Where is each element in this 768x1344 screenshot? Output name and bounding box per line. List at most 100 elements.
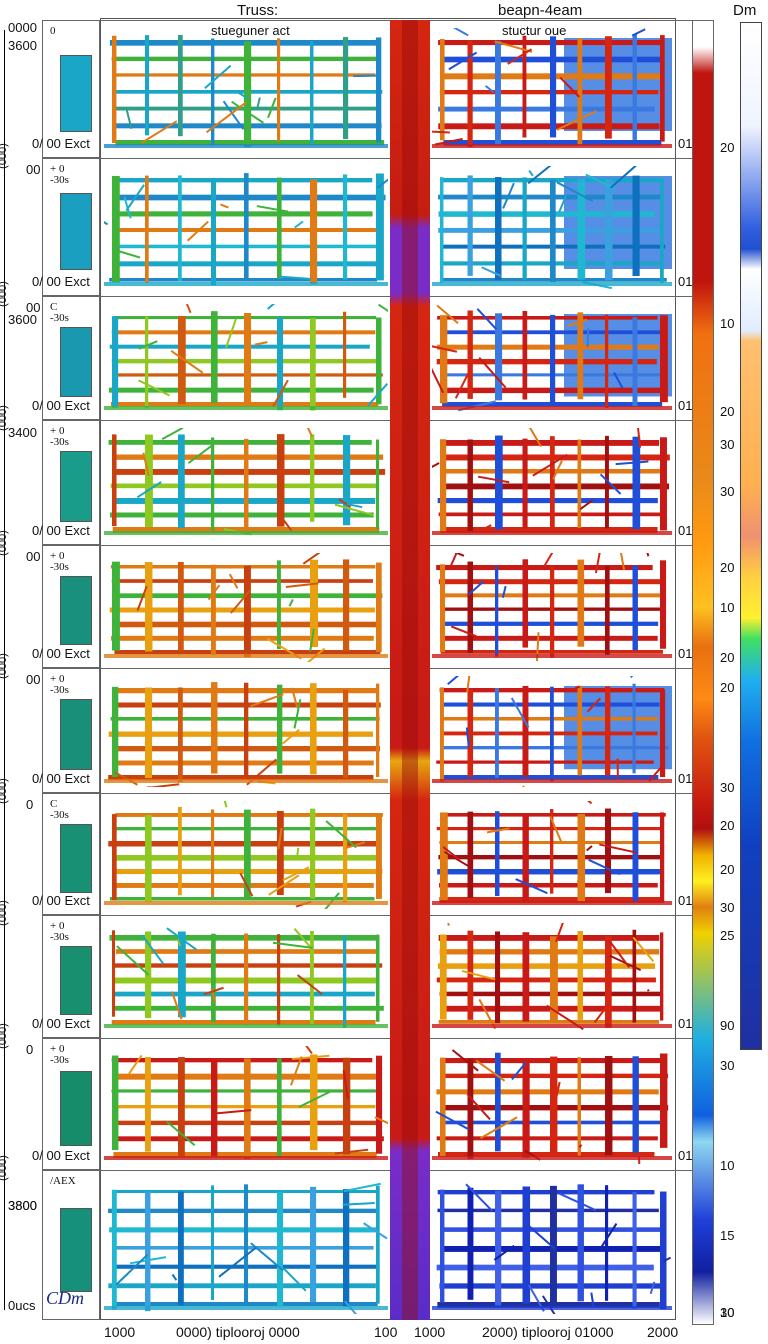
truss-column <box>440 687 444 782</box>
truss-brace <box>528 170 534 177</box>
row-ext-label: 0/ 00 Exct <box>32 893 90 908</box>
truss-brace <box>338 498 352 508</box>
row-divider <box>42 20 692 21</box>
truss-column <box>632 317 638 407</box>
truss-column <box>467 439 473 531</box>
truss-beam <box>111 579 373 583</box>
truss-column <box>145 175 149 283</box>
row-ext-label: 0/ 00 Exct <box>32 136 90 151</box>
truss-brace <box>218 1246 257 1278</box>
truss-brace <box>629 676 634 679</box>
truss-beam <box>437 963 656 969</box>
truss-beam <box>440 621 659 626</box>
truss-brace <box>527 166 552 185</box>
truss-brace <box>434 138 463 146</box>
truss-beam <box>108 841 377 847</box>
row-ext-label: 0/ 00 Exct <box>32 1016 90 1031</box>
truss-column <box>211 1059 218 1157</box>
truss-column <box>277 560 281 650</box>
row-ext-label: 0/ 00 Exct <box>32 398 90 413</box>
truss-column <box>343 1189 350 1307</box>
row-top-number: 00 <box>26 162 41 177</box>
colorbar-tick-label: 30 <box>720 780 735 795</box>
truss-column <box>178 315 186 405</box>
truss-column <box>376 173 384 281</box>
row-right-label: 01 <box>678 1016 693 1031</box>
truss-brace <box>476 308 498 330</box>
row-divider <box>42 668 692 669</box>
colorbar-tick-label: 90 <box>720 1018 735 1033</box>
truss-brace <box>187 443 215 464</box>
truss-column <box>178 434 185 529</box>
truss-beam <box>436 1136 658 1141</box>
truss-beam <box>109 607 375 613</box>
truss-column <box>660 35 665 142</box>
legend-title: Dm <box>733 2 757 19</box>
truss-brace <box>432 462 440 468</box>
left-panel-title: Truss: <box>237 2 279 19</box>
truss-column <box>467 310 473 399</box>
row-thumbnail <box>60 451 92 522</box>
truss-brace <box>447 923 450 926</box>
row-divider <box>42 420 692 421</box>
truss-column <box>376 683 380 778</box>
truss-column <box>440 1189 445 1303</box>
truss-brace <box>475 1059 506 1082</box>
truss-brace <box>353 74 380 78</box>
row-tag: C -30s <box>50 798 69 821</box>
truss-beam <box>113 883 374 888</box>
truss-brace <box>138 379 170 397</box>
truss-beam <box>109 278 378 282</box>
truss-column <box>211 564 216 655</box>
truss-brace <box>376 178 388 189</box>
truss-column <box>467 811 474 898</box>
truss-column <box>145 1191 151 1312</box>
truss-brace <box>272 941 313 949</box>
truss-brace <box>256 97 261 108</box>
truss-beam <box>438 935 660 941</box>
truss-column <box>145 1056 151 1152</box>
truss-column <box>522 438 528 529</box>
truss-column <box>112 930 116 1017</box>
structure-row: + 0 -30s 0/ 00 Exct 01 (000) <box>0 420 768 556</box>
truss-brace <box>236 90 248 99</box>
truss-column <box>577 439 582 528</box>
truss-column <box>376 317 382 405</box>
row-thumbnail <box>60 575 92 646</box>
truss-brace <box>467 580 485 596</box>
truss-column <box>467 689 474 777</box>
truss-beam <box>436 1264 654 1271</box>
truss-brace <box>146 783 180 787</box>
truss-column <box>495 811 500 897</box>
truss-brace <box>461 969 496 981</box>
truss-base <box>432 406 672 410</box>
truss-beam <box>438 211 655 217</box>
row-ext-label: 0/ 00 Exct <box>32 771 90 786</box>
truss-beam <box>108 731 374 737</box>
truss-base <box>104 654 388 658</box>
truss-brace <box>293 699 302 729</box>
truss-column <box>145 687 153 779</box>
truss-beam <box>436 565 653 571</box>
truss-brace <box>465 727 470 747</box>
colorbar-tick-label: 10 <box>720 1158 735 1173</box>
truss-brace <box>478 475 510 484</box>
truss-base <box>432 1156 672 1160</box>
truss-column <box>632 34 637 140</box>
truss-brace <box>203 986 224 996</box>
truss-brace <box>646 989 650 992</box>
truss-brace <box>454 369 471 399</box>
truss-column <box>343 814 348 903</box>
truss-brace <box>578 1144 583 1149</box>
truss-column <box>632 812 639 902</box>
truss-brace <box>593 1003 610 1024</box>
truss-brace <box>289 1056 303 1086</box>
truss-brace <box>443 850 472 869</box>
truss-base <box>432 1306 672 1310</box>
truss-column <box>522 559 529 648</box>
truss-brace <box>556 110 597 131</box>
truss-column <box>577 38 583 146</box>
truss-brace <box>141 934 165 965</box>
truss-column <box>522 177 527 280</box>
row-thumbnail <box>60 1207 92 1292</box>
